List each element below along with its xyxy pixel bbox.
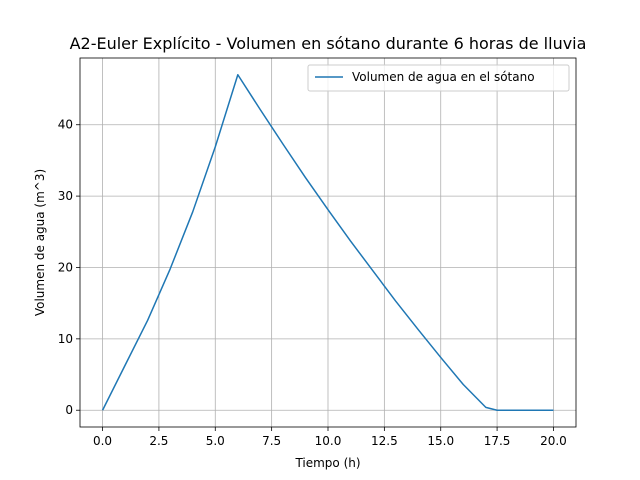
y-axis-label: Volumen de agua (m^3): [33, 169, 47, 316]
x-tick-label: 7.5: [262, 434, 281, 448]
legend: Volumen de agua en el sótano: [307, 64, 570, 92]
x-axis-label: Tiempo (h): [294, 456, 360, 470]
grid: [80, 58, 576, 427]
x-axis: 0.0 2.5 5.0 7.5 10.0 12.5 15.0 17.5 20.0: [93, 427, 567, 448]
x-tick-label: 17.5: [484, 434, 511, 448]
x-tick-label: 5.0: [206, 434, 225, 448]
x-tick-label: 0.0: [93, 434, 112, 448]
legend-box: [307, 64, 570, 92]
x-tick-label: 12.5: [371, 434, 398, 448]
y-tick-label: 0: [65, 403, 73, 417]
x-tick-label: 2.5: [149, 434, 168, 448]
y-tick-label: 20: [58, 260, 73, 274]
plot-area: [101, 74, 554, 411]
x-tick-label: 20.0: [540, 434, 567, 448]
y-tick-label: 10: [58, 332, 73, 346]
chart-title: A2-Euler Explícito - Volumen en sótano d…: [70, 34, 587, 53]
series-line: [101, 74, 554, 411]
y-tick-label: 30: [58, 189, 73, 203]
y-axis: 0 10 20 30 40: [58, 118, 80, 417]
x-tick-label: 10.0: [315, 434, 342, 448]
legend-entry: Volumen de agua en el sótano: [352, 70, 535, 84]
y-tick-label: 40: [58, 118, 73, 132]
x-tick-label: 15.0: [427, 434, 454, 448]
